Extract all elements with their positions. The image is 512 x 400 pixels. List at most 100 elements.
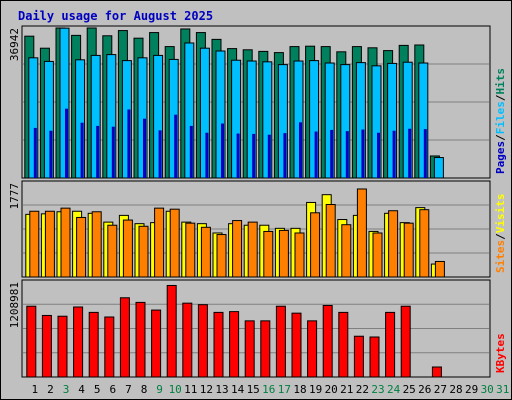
x-tick-label: 1	[31, 383, 38, 396]
bar-sites-day-13	[216, 234, 227, 278]
x-tick-label: 17	[278, 383, 291, 396]
bar-sites-day-25	[403, 222, 414, 278]
bar-pages-day-17	[283, 133, 287, 178]
bar-pages-day-5	[96, 125, 100, 178]
bar-files-day-20	[324, 62, 335, 179]
bar-files-day-25	[402, 61, 413, 179]
bar-sites-day-2	[44, 210, 55, 278]
bar-sites-day-18	[294, 232, 305, 278]
x-tick-label: 13	[215, 383, 228, 396]
x-tick-label: 7	[125, 383, 132, 396]
bar-files-day-27	[433, 157, 444, 179]
legend-entry-visits: Visits	[494, 194, 507, 234]
bar-pages-day-15	[252, 133, 256, 178]
bar-pages-day-3	[65, 108, 68, 178]
legend-entry-pages: Pages	[494, 141, 507, 174]
bar-kbytes-day-15	[244, 320, 255, 378]
bar-pages-day-7	[127, 109, 131, 178]
bar-kbytes-day-18	[291, 312, 302, 378]
x-tick-label: 26	[418, 383, 431, 396]
x-tick-label: 12	[200, 383, 213, 396]
x-tick-label: 25	[403, 383, 416, 396]
bar-kbytes-day-12	[197, 304, 208, 378]
x-tick-label: 3	[63, 383, 70, 396]
bar-kbytes-day-17	[275, 305, 286, 378]
bar-sites-day-16	[263, 230, 274, 278]
bar-pages-day-18	[299, 122, 302, 178]
x-tick-label: 9	[156, 383, 163, 396]
plot-layer: 36942Pages/Files/Hits1777Sites/Visits120…	[8, 25, 509, 396]
bar-sites-day-10	[169, 208, 180, 278]
x-tick-label: 6	[109, 383, 116, 396]
bar-files-day-5	[90, 54, 101, 179]
x-tick-label: 27	[434, 383, 447, 396]
bar-kbytes-day-4	[73, 306, 84, 378]
x-tick-label: 5	[94, 383, 101, 396]
chart-title: Daily usage for August 2025	[18, 9, 213, 23]
bar-kbytes-day-13	[213, 311, 224, 378]
bar-files-day-13	[215, 50, 226, 179]
x-tick-label: 11	[184, 383, 197, 396]
bar-pages-day-4	[80, 122, 84, 178]
legend-entry-separator: /	[494, 94, 507, 101]
bar-pages-day-16	[267, 134, 271, 178]
legend-entry-separator: /	[494, 233, 507, 240]
bar-sites-day-12	[200, 226, 211, 278]
bar-files-day-26	[418, 62, 429, 179]
bar-sites-day-7	[122, 219, 133, 278]
x-tick-label: 4	[78, 383, 85, 396]
legend-entry-files: Files	[494, 101, 507, 134]
bar-kbytes-day-9	[151, 309, 162, 378]
bar-files-day-11	[184, 42, 195, 179]
bar-kbytes-day-7	[119, 297, 130, 378]
bar-pages-day-23	[377, 132, 380, 178]
bar-pages-day-24	[392, 130, 396, 178]
bar-files-day-21	[340, 64, 351, 179]
bar-files-day-16	[262, 61, 273, 179]
bar-kbytes-day-10	[166, 284, 177, 378]
panel-visits-sites-legend: Sites/Visits	[494, 194, 507, 274]
panel-hits-files-pages-legend: Pages/Files/Hits	[494, 68, 507, 174]
x-tick-label: 19	[309, 383, 322, 396]
bar-kbytes-day-3	[57, 315, 68, 378]
bar-sites-day-3	[60, 207, 71, 278]
bar-files-day-18	[293, 60, 304, 179]
bar-kbytes-day-27	[431, 366, 442, 378]
bar-files-day-7	[121, 60, 132, 179]
x-tick-label: 23	[371, 383, 384, 396]
x-tick-label: 31	[496, 383, 509, 396]
bar-kbytes-day-16	[260, 320, 271, 378]
x-tick-label: 14	[231, 383, 245, 396]
x-tick-label: 29	[465, 383, 478, 396]
bar-pages-day-11	[189, 125, 193, 178]
bar-pages-day-6	[111, 126, 115, 178]
bar-files-day-19	[309, 60, 320, 179]
bar-sites-day-23	[372, 232, 383, 278]
bar-pages-day-8	[143, 118, 146, 178]
legend-entry-hits: Hits	[494, 68, 507, 95]
legend-entry-kbytes: KBytes	[494, 333, 507, 373]
bar-sites-day-6	[107, 224, 118, 278]
bar-pages-day-25	[408, 128, 412, 178]
bar-pages-day-14	[236, 133, 240, 178]
bar-files-day-22	[355, 62, 366, 179]
bar-pages-day-26	[423, 129, 427, 178]
bar-pages-day-2	[49, 130, 53, 178]
x-tick-label: 21	[340, 383, 353, 396]
x-tick-label: 18	[293, 383, 306, 396]
bar-files-day-2	[43, 60, 54, 179]
bar-sites-day-21	[341, 224, 352, 278]
legend-entry-sites: Sites	[494, 240, 507, 273]
x-tick-label: 15	[247, 383, 260, 396]
panel-visits-sites-ymax-label: 1777	[8, 183, 21, 210]
bar-files-day-10	[168, 58, 179, 179]
bar-pages-day-22	[361, 129, 365, 178]
bar-sites-day-27	[434, 260, 445, 278]
bar-files-day-14	[231, 59, 242, 179]
bar-sites-day-20	[325, 204, 336, 278]
bar-sites-day-19	[310, 212, 321, 278]
bar-sites-day-4	[76, 216, 87, 278]
panel-hits-files-pages-ymax-label: 36942	[8, 28, 21, 61]
x-tick-label: 30	[481, 383, 494, 396]
